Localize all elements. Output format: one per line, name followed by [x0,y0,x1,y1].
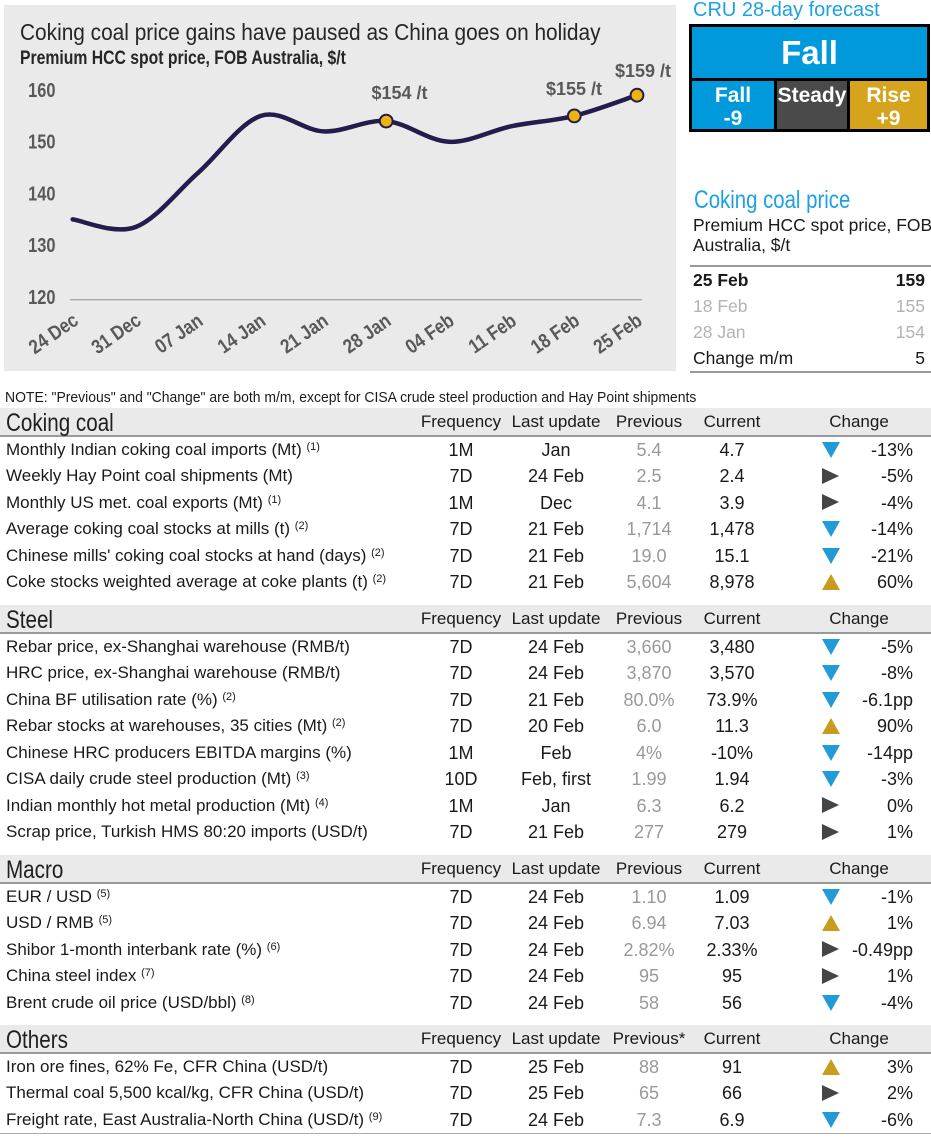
svg-text:$159 /t: $159 /t [615,61,671,81]
svg-text:Premium HCC spot price, FOB Au: Premium HCC spot price, FOB Australia, $… [20,46,346,68]
svg-text:130: 130 [28,234,55,257]
svg-text:140: 140 [28,182,55,205]
svg-text:$154 /t: $154 /t [371,83,427,103]
svg-text:120: 120 [28,285,55,308]
svg-text:$155 /t: $155 /t [546,79,602,99]
svg-text:Coking coal price gains have p: Coking coal price gains have paused as C… [20,19,601,45]
svg-text:150: 150 [28,130,55,153]
svg-text:160: 160 [28,78,55,101]
